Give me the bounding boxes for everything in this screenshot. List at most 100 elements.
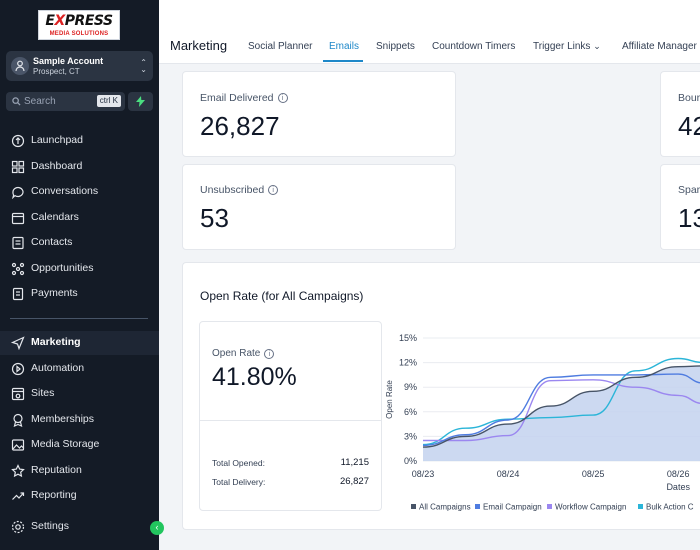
sidebar-item-dashboard[interactable]: Dashboard <box>0 155 159 179</box>
sidebar-item-settings[interactable]: Settings <box>0 515 159 539</box>
sidebar-item-label: Memberships <box>31 412 95 425</box>
stat-label: Unsubscribed i <box>200 184 279 196</box>
sidebar-item-label: Contacts <box>31 236 73 248</box>
sidebar-item-label: Marketing <box>31 336 81 348</box>
info-icon[interactable]: i <box>264 349 275 359</box>
search-input[interactable]: Search ctrl K <box>6 92 125 111</box>
y-tick-label: 3% <box>404 431 417 441</box>
info-icon[interactable]: i <box>277 93 288 103</box>
send-icon <box>11 336 25 350</box>
sidebar-item-label: Sites <box>31 387 55 399</box>
total-delivery-label: Total Delivery: <box>212 477 266 487</box>
account-switcher[interactable]: Sample Account Prospect, CT ⌃ ⌄ <box>6 51 153 81</box>
series-line-all-campaigns <box>422 365 700 448</box>
stat-value: 42 <box>678 111 700 141</box>
x-tick-label: 08/25 <box>582 469 605 479</box>
x-tick-label: 08/26 <box>667 469 690 479</box>
stat-label: Email Delivered i <box>200 92 288 104</box>
info-icon[interactable]: i <box>268 185 279 195</box>
user-icon <box>15 60 25 72</box>
sidebar: EXPRESS MEDIA SOLUTIONS Sample Account P… <box>0 0 164 550</box>
chevron-updown-icon: ⌃ ⌄ <box>140 58 147 74</box>
y-tick-label: 0% <box>404 456 417 466</box>
legend-swatch <box>547 504 552 509</box>
stat-card-delivered: Email Delivered i 26,827 <box>182 71 456 157</box>
opportunities-icon <box>11 262 25 275</box>
y-tick-label: 6% <box>404 407 417 417</box>
sidebar-divider <box>10 318 148 319</box>
y-tick-label: 15% <box>399 333 417 343</box>
y-tick-label: 9% <box>404 382 417 392</box>
tab-affiliate-manager[interactable]: Affiliate Manager <box>622 41 697 52</box>
series-line-email-campaign <box>422 373 700 447</box>
sidebar-item-automation[interactable]: Automation <box>0 357 159 381</box>
page-title: Marketing <box>170 38 228 53</box>
tab-countdown-timers[interactable]: Countdown Timers <box>432 41 516 52</box>
contacts-icon <box>12 236 24 250</box>
stat-card-spam: Spar 13 <box>660 164 700 250</box>
tab-social-planner[interactable]: Social Planner <box>248 41 313 52</box>
sidebar-item-opportunities[interactable]: Opportunities <box>0 257 159 281</box>
logo-line1: EXPRESS <box>45 13 113 29</box>
stat-label: Spar <box>678 184 700 196</box>
legend-swatch <box>638 504 643 509</box>
chevron-down-icon: ⌄ <box>593 41 601 51</box>
sidebar-item-reporting[interactable]: Reporting <box>0 484 159 508</box>
sidebar-item-media-storage[interactable]: Media Storage <box>0 433 159 457</box>
grid-icon <box>11 160 25 173</box>
legend-swatch <box>475 504 480 509</box>
legend-label: Email Campaign <box>483 503 542 512</box>
open-rate-chart: 0% 3% 6% 9% 12% 15% Open Rate 08/23 08/24 08/25 08… <box>385 333 700 512</box>
tab-snippets[interactable]: Snippets <box>376 41 415 52</box>
total-delivery-value: 26,827 <box>339 476 369 487</box>
search-shortcut: ctrl K <box>96 95 121 107</box>
sidebar-item-label: Conversations <box>31 185 99 197</box>
sidebar-item-sites[interactable]: Sites <box>0 382 159 406</box>
summary-divider <box>200 420 381 421</box>
y-axis-label: Open Rate <box>385 380 394 419</box>
logo-line2: MEDIA SOLUTIONS <box>49 31 109 37</box>
sidebar-item-payments[interactable]: Payments <box>0 282 159 306</box>
stat-value: 13 <box>678 203 700 233</box>
sidebar-item-label: Opportunities <box>31 261 94 274</box>
tab-label: Trigger Links <box>533 41 591 52</box>
tab-trigger-links[interactable]: Trigger Links ⌄ <box>533 41 601 52</box>
stat-card-unsubscribed: Unsubscribed i 53 <box>182 164 456 250</box>
sidebar-item-label: Automation <box>31 361 85 374</box>
sidebar-item-reputation[interactable]: Reputation <box>0 459 159 483</box>
bolt-icon <box>136 96 145 107</box>
tab-emails[interactable]: Emails <box>329 41 360 52</box>
series-line-bulk-action-c <box>422 357 700 446</box>
sidebar-item-label: Calendars <box>31 210 79 223</box>
account-name: Sample Account <box>33 56 104 66</box>
sidebar-item-label: Reporting <box>31 489 77 501</box>
legend-label: Bulk Action C <box>646 503 694 512</box>
open-rate-summary: Open Rate i 41.80% Total Opened: 11,215 T… <box>199 321 382 511</box>
sidebar-item-conversations[interactable]: Conversations <box>0 180 159 204</box>
stat-card-bounced: Bour 42 <box>660 71 700 157</box>
stat-label: Bour <box>678 92 700 104</box>
company-logo[interactable]: EXPRESS MEDIA SOLUTIONS <box>38 10 120 40</box>
sidebar-item-calendars[interactable]: Calendars <box>0 206 159 230</box>
legend-swatch <box>411 504 416 509</box>
sidebar-item-contacts[interactable]: Contacts <box>0 231 159 255</box>
total-opened-label: Total Opened: <box>212 458 265 468</box>
sidebar-item-marketing[interactable]: Marketing <box>0 331 159 355</box>
collapse-sidebar-button[interactable]: ‹ <box>150 521 164 535</box>
sites-icon <box>11 387 25 401</box>
stat-value: 26,827 <box>200 111 280 141</box>
rocket-icon <box>11 134 25 148</box>
active-tab-indicator <box>323 60 363 62</box>
open-rate-value: 41.80% <box>212 363 297 391</box>
sidebar-item-launchpad[interactable]: Launchpad <box>0 129 159 153</box>
chat-icon <box>12 186 24 199</box>
trend-icon <box>12 492 25 500</box>
x-axis-label: Dates <box>666 482 690 492</box>
image-icon <box>11 439 25 451</box>
stat-label-text: Unsubscribed <box>200 184 265 196</box>
total-opened-value: 11,215 <box>340 457 369 468</box>
sidebar-item-memberships[interactable]: Memberships <box>0 408 159 432</box>
account-location: Prospect, CT <box>33 67 80 76</box>
quick-action-button[interactable] <box>128 92 153 111</box>
open-rate-label-text: Open Rate <box>212 348 261 359</box>
